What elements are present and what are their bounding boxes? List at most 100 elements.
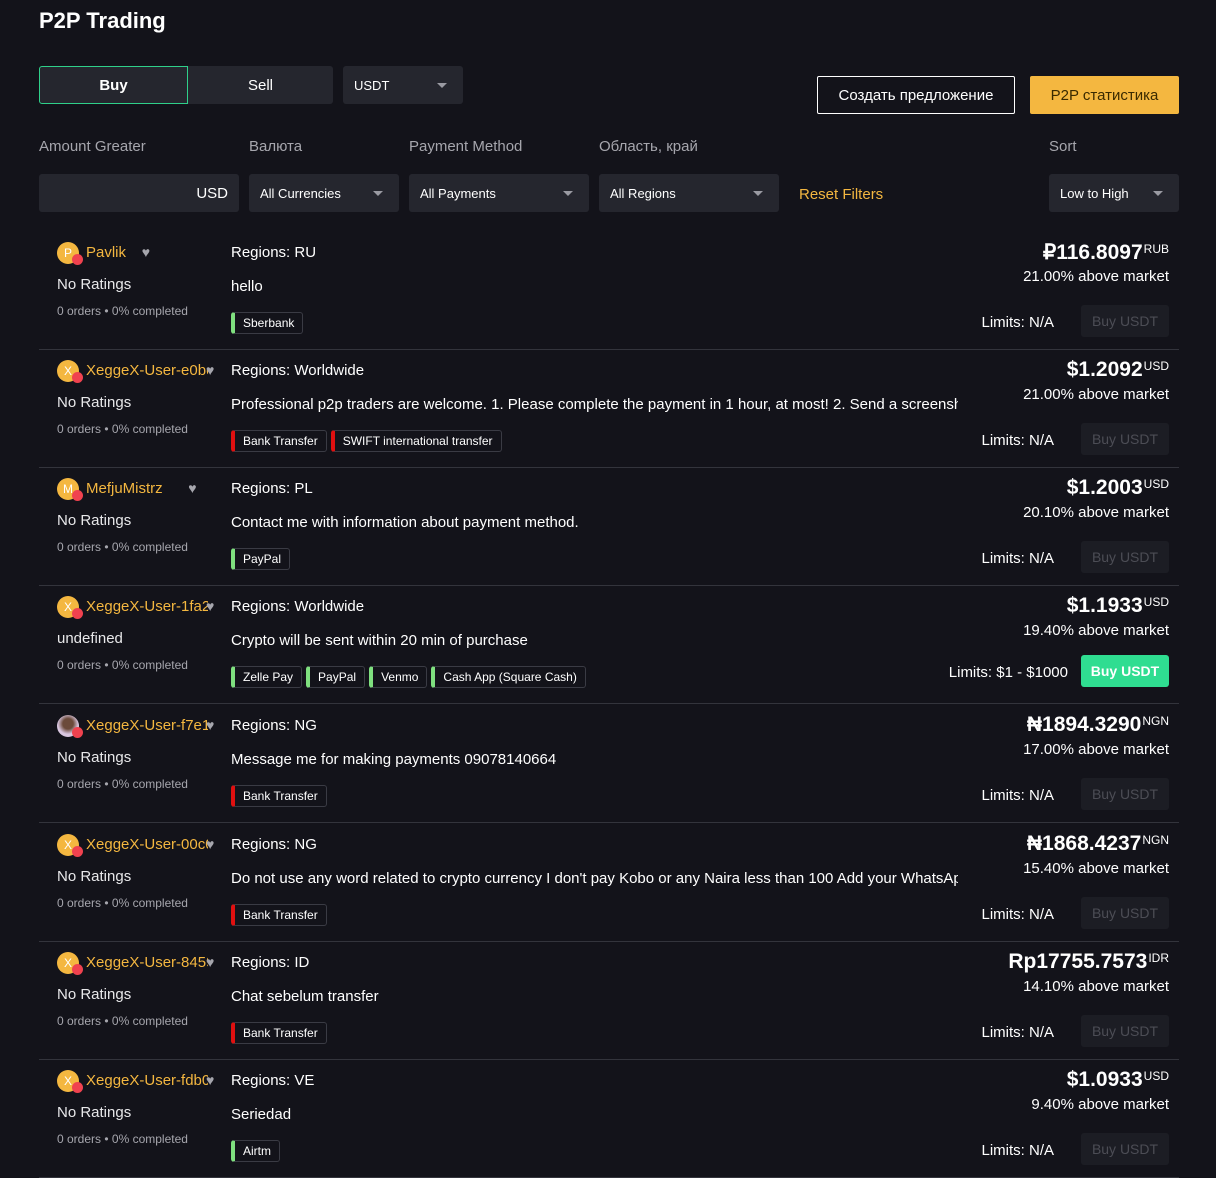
market-diff: 19.40% above market — [1023, 622, 1169, 639]
buy-usdt-button[interactable]: Buy USDT — [1081, 1133, 1169, 1165]
buy-tab[interactable]: Buy — [39, 66, 188, 104]
buy-usdt-button[interactable]: Buy USDT — [1081, 1015, 1169, 1047]
trader-name[interactable]: XeggeX-User-1fa2 — [86, 598, 208, 615]
heart-icon[interactable]: ♥ — [141, 244, 151, 260]
trader-name[interactable]: XeggeX-User-f7e1 — [86, 717, 208, 734]
asset-select[interactable]: USDT — [343, 66, 463, 104]
price-value: $1.2092 — [1066, 358, 1143, 381]
market-diff: 20.10% above market — [1023, 504, 1169, 521]
amount-input[interactable]: USD — [39, 174, 239, 212]
sort-label: Sort — [1049, 138, 1077, 155]
currency-select[interactable]: All Currencies — [249, 174, 399, 212]
price-currency: NGN — [1142, 833, 1169, 847]
heart-icon[interactable]: ♥ — [206, 598, 215, 614]
heart-icon[interactable]: ♥ — [206, 717, 215, 733]
sort-value: Low to High — [1060, 185, 1129, 201]
region-select[interactable]: All Regions — [599, 174, 779, 212]
buy-usdt-button[interactable]: Buy USDT — [1081, 541, 1169, 573]
asset-value: USDT — [354, 77, 390, 93]
payment-value: All Payments — [420, 185, 496, 201]
trader-orders: 0 orders • 0% completed — [57, 1014, 188, 1028]
payment-methods: Zelle Pay PayPal Venmo Cash App (Square Cas… — [231, 666, 586, 688]
price-currency: USD — [1143, 595, 1169, 609]
payment-method-tag: PayPal — [306, 666, 366, 688]
payment-method-tag: Bank Transfer — [231, 785, 327, 807]
offline-status-dot — [72, 490, 83, 501]
chevron-down-icon — [1153, 191, 1163, 196]
payment-methods: Airtm — [231, 1140, 280, 1162]
price-value: Rp17755.7573 — [1008, 950, 1148, 973]
trader-name[interactable]: XeggeX-User-e0be — [86, 362, 208, 379]
offline-status-dot — [72, 846, 83, 857]
buy-usdt-button[interactable]: Buy USDT — [1081, 305, 1169, 337]
chevron-down-icon — [437, 83, 447, 88]
payment-method-tag: Cash App (Square Cash) — [431, 666, 586, 688]
offer-limits: Limits: N/A — [981, 906, 1054, 923]
p2p-stats-button[interactable]: P2P статистика — [1030, 76, 1179, 114]
offline-status-dot — [72, 727, 83, 738]
trader-name[interactable]: XeggeX-User-fdb0 — [86, 1072, 208, 1089]
trader-orders: 0 orders • 0% completed — [57, 422, 188, 436]
offline-status-dot — [72, 964, 83, 975]
price-value: $1.1933 — [1066, 594, 1143, 617]
trader-orders: 0 orders • 0% completed — [57, 658, 188, 672]
payment-select[interactable]: All Payments — [409, 174, 589, 212]
heart-icon[interactable]: ♥ — [188, 480, 197, 496]
heart-icon[interactable]: ♥ — [206, 954, 215, 970]
buy-usdt-button[interactable]: Buy USDT — [1081, 778, 1169, 810]
heart-icon[interactable]: ♥ — [206, 1072, 215, 1088]
heart-icon[interactable]: ♥ — [206, 362, 215, 378]
chevron-down-icon — [563, 191, 573, 196]
amount-label: Amount Greater — [39, 138, 146, 155]
trader-name[interactable]: Pavlik — [86, 244, 127, 261]
offer-price: $1.2092USD — [1067, 358, 1169, 382]
offer-regions: Regions: NG — [231, 836, 317, 853]
buy-usdt-button[interactable]: Buy USDT — [1081, 655, 1169, 687]
offer-limits: Limits: N/A — [981, 432, 1054, 449]
offer-message: hello — [231, 278, 263, 295]
trader-rating: No Ratings — [57, 1104, 132, 1121]
amount-unit: USD — [196, 184, 228, 202]
buy-usdt-button[interactable]: Buy USDT — [1081, 897, 1169, 929]
offer-row: X XeggeX-User-e0be ♥ No Ratings 0 orders… — [39, 350, 1179, 468]
currency-value: All Currencies — [260, 185, 341, 201]
buy-usdt-button[interactable]: Buy USDT — [1081, 423, 1169, 455]
reset-filters-link[interactable]: Reset Filters — [799, 186, 884, 203]
offer-limits: Limits: N/A — [981, 1024, 1054, 1041]
offer-price: ₦1868.4237NGN — [1027, 832, 1169, 856]
offer-limits: Limits: N/A — [981, 550, 1054, 567]
offer-limits: Limits: $1 - $1000 — [948, 664, 1068, 681]
payment-methods: PayPal — [231, 548, 291, 570]
sell-tab[interactable]: Sell — [188, 66, 333, 104]
market-diff: 21.00% above market — [1023, 386, 1169, 403]
offer-row: M MefjuMistrz ♥ No Ratings 0 orders • 0%… — [39, 468, 1179, 586]
price-currency: NGN — [1142, 714, 1169, 728]
payment-method-tag: Bank Transfer — [231, 430, 327, 452]
trader-name[interactable]: XeggeX-User-8459 — [86, 954, 208, 971]
trader-name[interactable]: MefjuMistrz — [86, 480, 163, 497]
trader-name[interactable]: XeggeX-User-00c0 — [86, 836, 208, 853]
region-value: All Regions — [610, 185, 676, 201]
trader-rating: No Ratings — [57, 986, 132, 1003]
market-diff: 14.10% above market — [1023, 978, 1169, 995]
heart-icon[interactable]: ♥ — [206, 836, 215, 852]
offer-price: Rp17755.7573IDR — [1008, 950, 1169, 974]
market-diff: 21.00% above market — [1023, 268, 1169, 285]
offer-regions: Regions: VE — [231, 1072, 315, 1089]
create-offer-button[interactable]: Создать предложение — [817, 76, 1015, 114]
price-value: $1.0933 — [1066, 1068, 1143, 1091]
sort-select[interactable]: Low to High — [1049, 174, 1179, 212]
offer-limits: Limits: N/A — [981, 787, 1054, 804]
page-title: P2P Trading — [39, 8, 166, 33]
offer-regions: Regions: ID — [231, 954, 310, 971]
offer-price: ₦1894.3290NGN — [1027, 713, 1169, 737]
trader-orders: 0 orders • 0% completed — [57, 1132, 188, 1146]
offer-row: P Pavlik ♥ No Ratings 0 orders • 0% comp… — [39, 232, 1179, 350]
offer-row: X XeggeX-User-00c0 ♥ No Ratings 0 orders… — [39, 824, 1179, 942]
offer-regions: Regions: NG — [231, 717, 317, 734]
offer-limits: Limits: N/A — [981, 314, 1054, 331]
trader-orders: 0 orders • 0% completed — [57, 896, 188, 910]
offline-status-dot — [72, 254, 83, 265]
region-label: Область, край — [599, 138, 698, 155]
payment-method-tag: Bank Transfer — [231, 1022, 327, 1044]
